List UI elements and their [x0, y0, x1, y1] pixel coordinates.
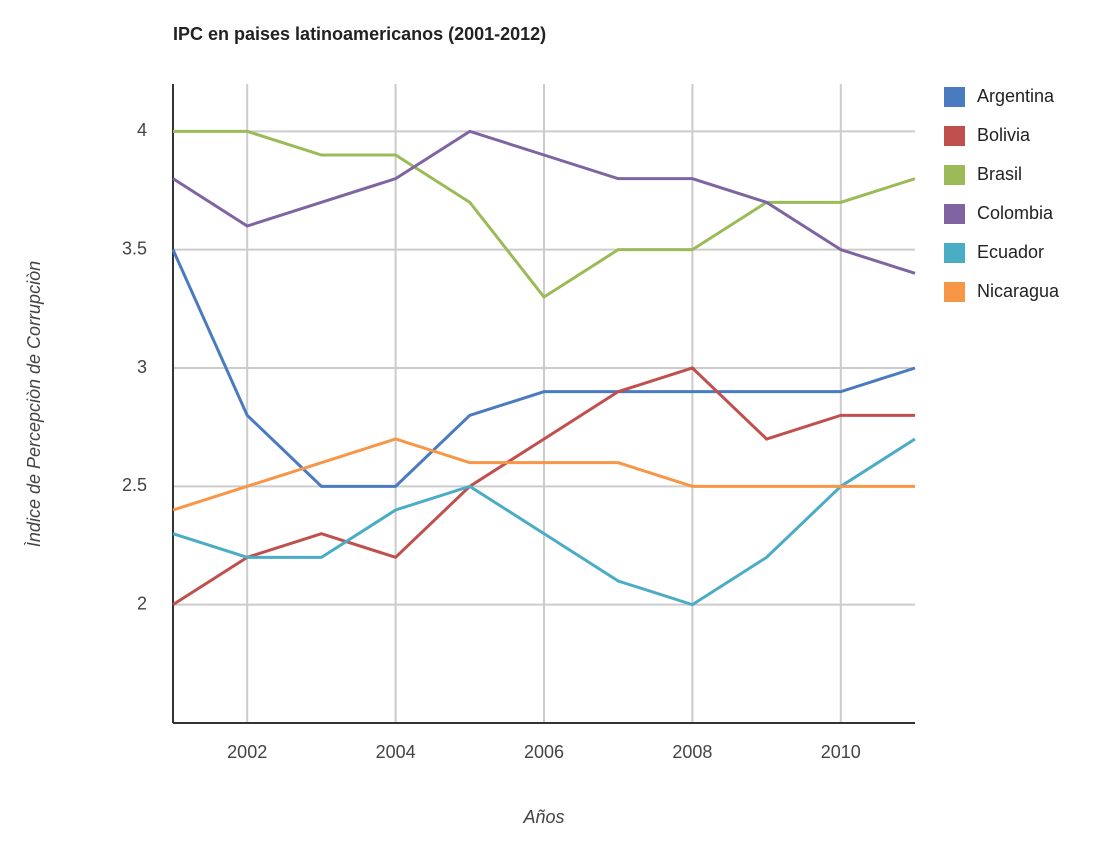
legend-label: Colombia	[977, 203, 1054, 223]
legend-swatch	[944, 204, 965, 224]
legend-swatch	[944, 165, 965, 185]
legend-swatch	[944, 126, 965, 146]
chart-title: IPC en paises latinoamericanos (2001-201…	[173, 24, 546, 44]
series-line	[172, 437, 915, 512]
y-tick-label: 2	[137, 593, 147, 613]
series-line	[172, 129, 916, 275]
x-tick-label: 2008	[672, 742, 712, 762]
y-axis-label: Ìndice de Percepciòn de Corrupciòn	[24, 261, 44, 547]
legend-label: Nicaragua	[977, 281, 1060, 301]
x-tick-label: 2002	[227, 742, 267, 762]
legend-label: Brasil	[977, 164, 1022, 184]
y-tick-label: 4	[137, 120, 147, 140]
legend-swatch	[944, 87, 965, 107]
y-tick-label: 3	[137, 357, 147, 377]
series-line	[172, 437, 916, 607]
x-axis-label: Años	[522, 807, 564, 827]
legend-swatch	[944, 282, 965, 302]
legend-swatch	[944, 243, 965, 263]
x-tick-label: 2004	[376, 742, 416, 762]
series-line	[172, 366, 915, 606]
legend-label: Ecuador	[977, 242, 1044, 262]
x-tick-label: 2006	[524, 742, 564, 762]
y-tick-label: 2.5	[122, 475, 147, 495]
legend-label: Argentina	[977, 86, 1055, 106]
series-line	[171, 249, 916, 488]
legend-label: Bolivia	[977, 125, 1031, 145]
x-tick-label: 2010	[821, 742, 861, 762]
series-line	[173, 129, 916, 299]
y-tick-label: 3.5	[122, 238, 147, 258]
